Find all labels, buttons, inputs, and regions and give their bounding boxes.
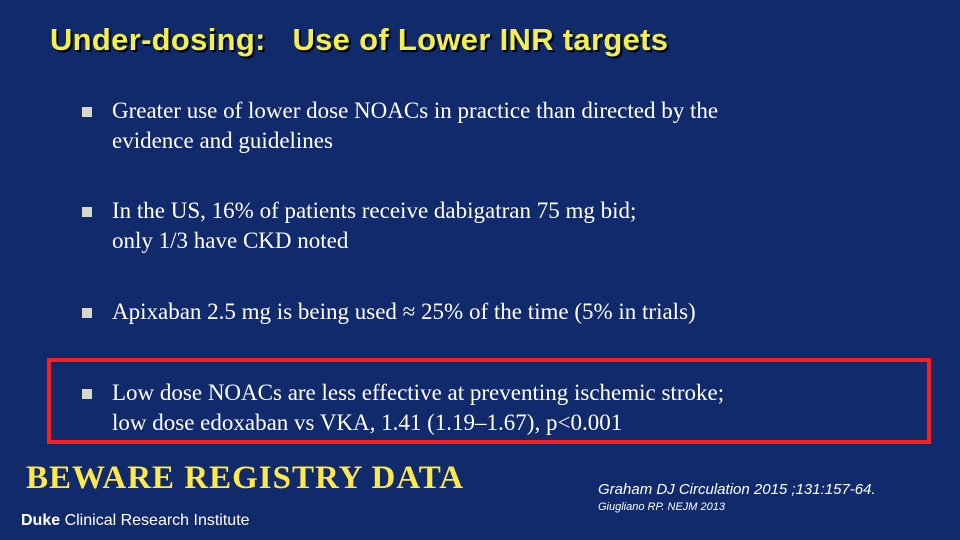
callout-text: BEWARE REGISTRY DATA: [26, 460, 465, 496]
square-bullet-icon: [82, 107, 92, 117]
square-bullet-icon: [82, 308, 92, 318]
institution-logo: Duke Clinical Research Institute: [21, 512, 250, 530]
square-bullet-icon: [82, 389, 92, 399]
bullet-text: Apixaban 2.5 mg is being used ≈ 25% of t…: [112, 299, 696, 324]
logo-rest-text: Clinical Research Institute: [60, 512, 250, 529]
slide-title: Under-dosing: Use of Lower INR targets: [50, 22, 669, 57]
reference-secondary: Giugliano RP. NEJM 2013: [598, 501, 725, 513]
square-bullet-icon: [82, 207, 92, 217]
logo-strong-text: Duke: [21, 512, 61, 529]
bullet-text: Low dose NOACs are less effective at pre…: [112, 380, 725, 435]
bullet-text: In the US, 16% of patients receive dabig…: [112, 198, 637, 253]
highlight-box: [47, 358, 931, 444]
reference-primary: Graham DJ Circulation 2015 ;131:157-64.: [598, 481, 876, 498]
bullet-text: Greater use of lower dose NOACs in pract…: [112, 98, 719, 153]
